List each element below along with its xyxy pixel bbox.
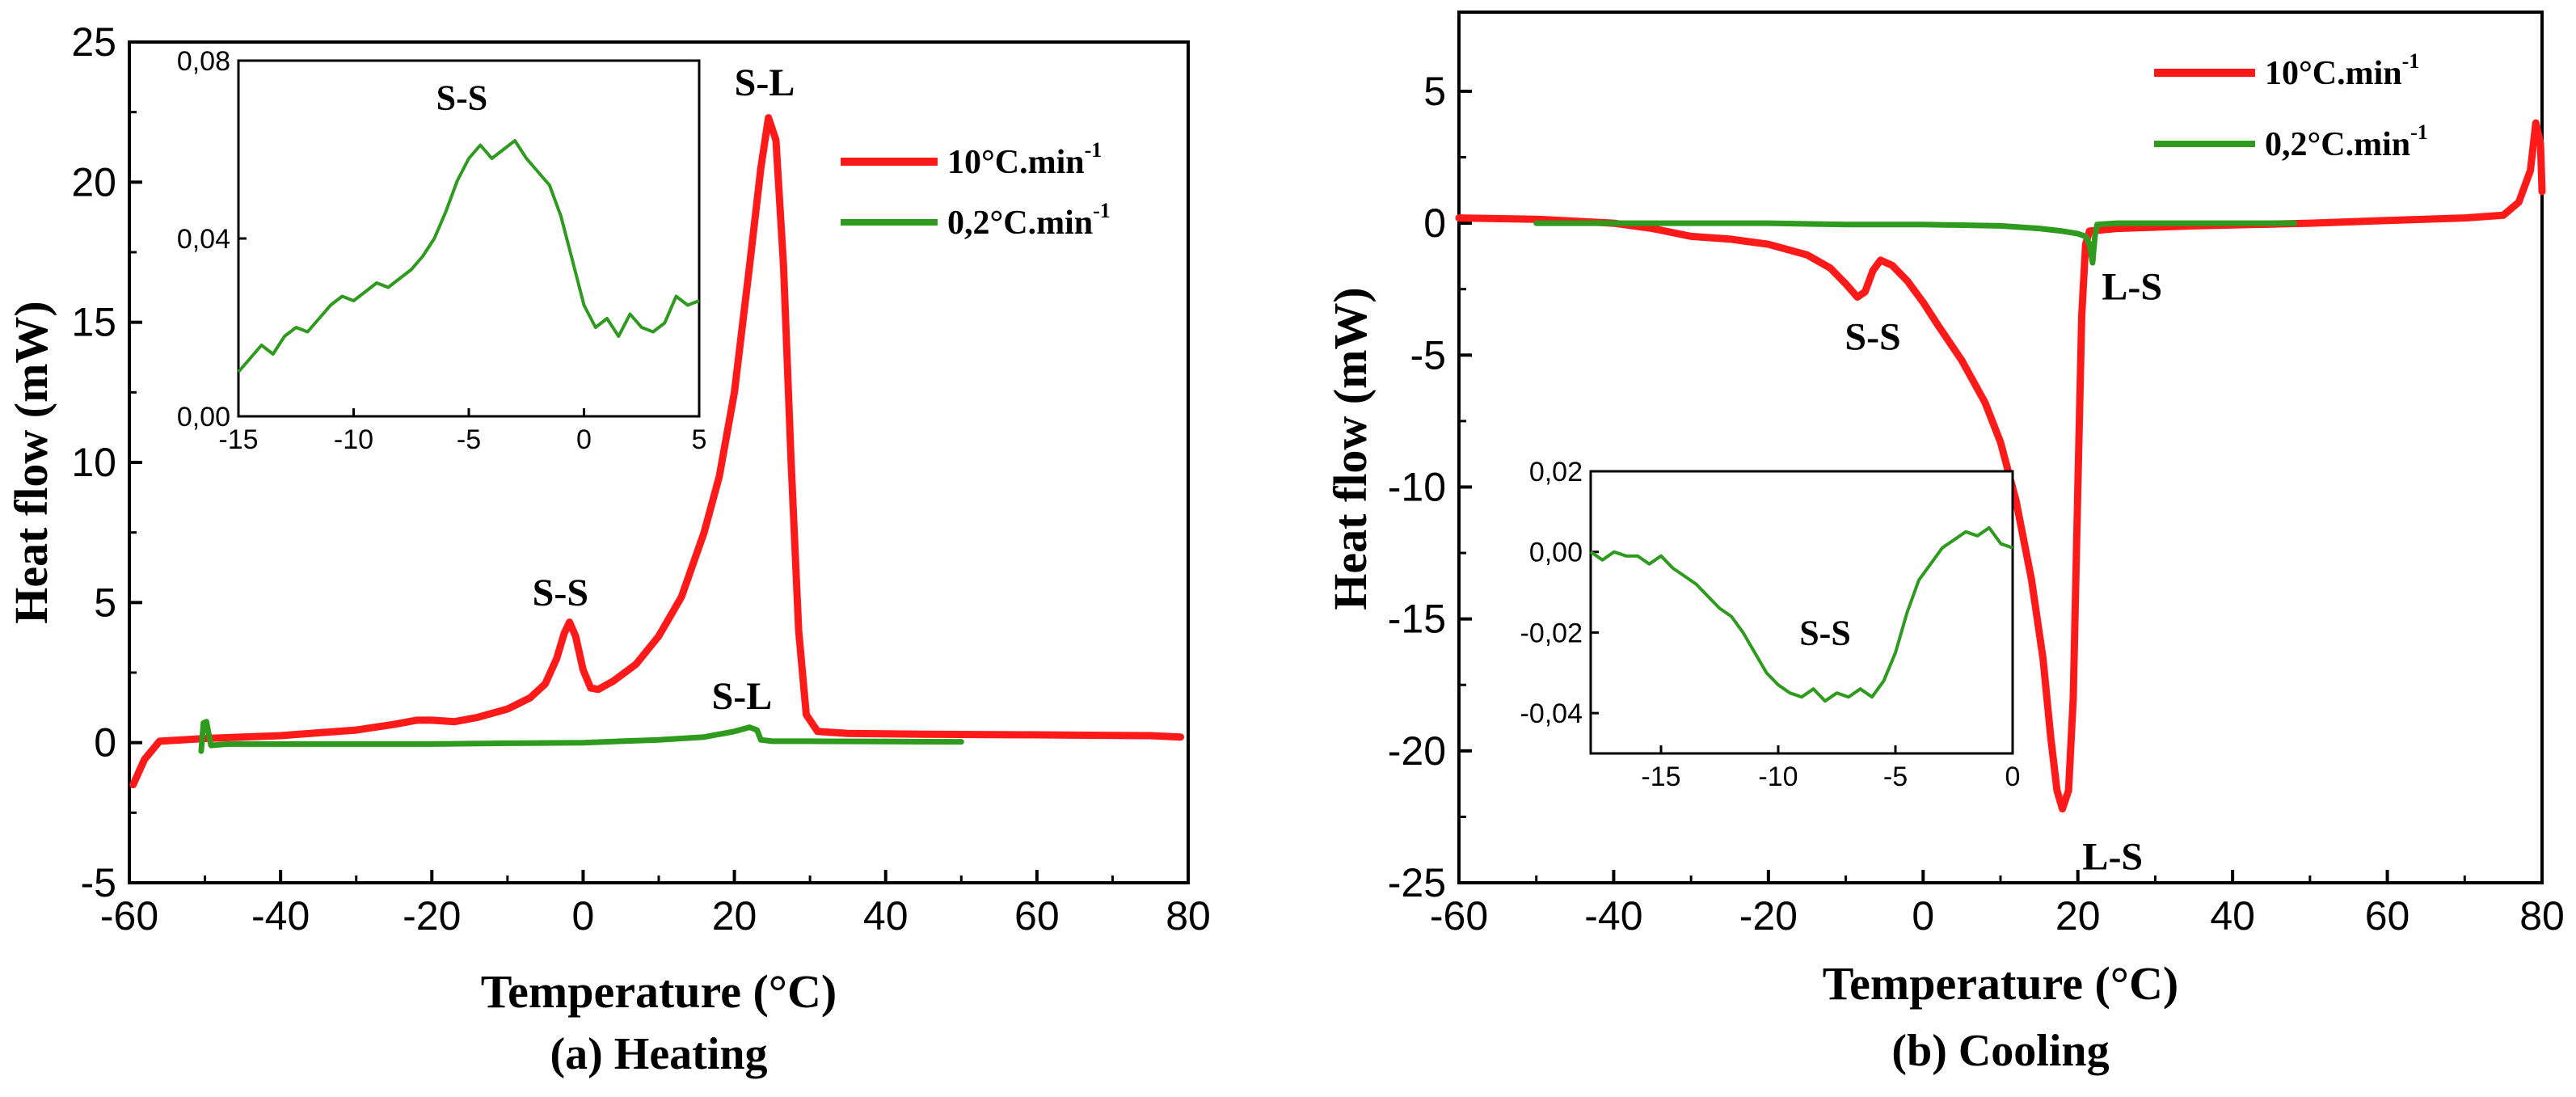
transition-annotation: L-S [2082, 836, 2143, 879]
fast-rate-series-line [129, 114, 1185, 789]
inset-frame [1589, 470, 2014, 755]
fast-rate-series-line [1455, 119, 2546, 813]
transition-annotation: S-L [735, 61, 795, 104]
inset-x-tick-label: -10 [334, 424, 373, 455]
inset-x-tick-label: -5 [457, 424, 481, 455]
inset-y-tick-label: 0,00 [177, 402, 230, 432]
y-tick-label: 10 [71, 440, 116, 485]
inset-x-tick-label: 5 [692, 424, 707, 455]
legend-label: 10°C.min-1 [947, 138, 1102, 181]
heating-inset: -15 -10 -5 0 5 0,00 0,04 0,08 S-S [177, 46, 707, 455]
y-tick-label: -20 [1388, 728, 1446, 774]
x-tick-label: 20 [2055, 893, 2101, 939]
cooling-legend: 10°C.min-1 0,2°C.min-1 [2154, 49, 2428, 163]
cooling-inset: -15 -10 -5 0 -0,04 -0,02 0,00 0,02 S-S [1520, 457, 2021, 792]
inset-x-tick-label: 0 [2005, 762, 2021, 792]
legend-label: 10°C.min-1 [2265, 49, 2419, 92]
y-tick-label: 15 [71, 300, 116, 345]
transition-annotation: S-S [1845, 316, 1900, 359]
x-tick-label: -60 [100, 893, 158, 939]
y-tick-label: -15 [1388, 597, 1446, 642]
inset-frame [237, 59, 701, 418]
y-tick-label: -10 [1388, 464, 1446, 509]
x-tick-label: 60 [2365, 893, 2410, 939]
inset-y-tick-label: -0,04 [1520, 698, 1583, 729]
cooling-x-axis-title: Temperature (°C) [1823, 957, 2178, 1010]
heating-caption: (a) Heating [550, 1029, 767, 1079]
x-tick-label: 60 [1014, 893, 1060, 939]
cooling-caption: (b) Cooling [1891, 1026, 2109, 1076]
transition-annotation: S-S [533, 572, 588, 614]
inset-series-line [1589, 525, 2013, 703]
inset-y-tick-label: 0,08 [177, 46, 230, 77]
legend-label: 0,2°C.min-1 [947, 199, 1111, 242]
y-tick-label: -5 [81, 860, 116, 905]
inset-y-tick-label: 0,00 [1529, 538, 1583, 568]
transition-annotation: S-L [712, 675, 773, 718]
inset-y-tick-label: 0,04 [177, 224, 230, 255]
inset-x-tick-label: -5 [1883, 762, 1908, 792]
y-tick-label: 5 [94, 580, 116, 625]
inset-x-tick-label: 0 [576, 424, 592, 455]
heating-legend: 10°C.min-1 0,2°C.min-1 [841, 138, 1111, 242]
x-tick-label: 40 [863, 893, 909, 939]
x-tick-label: -20 [403, 893, 461, 939]
x-tick-label: 80 [2519, 893, 2565, 939]
x-tick-label: -20 [1739, 893, 1798, 939]
x-tick-label: 80 [1166, 893, 1211, 939]
y-tick-label: 20 [71, 159, 116, 205]
inset-annotation: S-S [436, 78, 488, 118]
legend-label: 0,2°C.min-1 [2265, 120, 2428, 163]
inset-y-tick-label: 0,02 [1529, 457, 1583, 487]
x-tick-label: -60 [1430, 893, 1488, 939]
inset-x-tick-label: -15 [1641, 762, 1680, 792]
inset-annotation: S-S [1799, 613, 1851, 652]
slow-rate-series-line [198, 719, 964, 754]
cooling-chart: -60 -40 -20 0 20 40 60 80 -25 -20 -15 -10 -5 0 5 S-S L-… [1324, 11, 2565, 1076]
slow-rate-series-line [1533, 220, 2298, 266]
y-tick-label: -25 [1388, 860, 1446, 905]
inset-y-tick-label: -0,02 [1520, 618, 1583, 648]
heating-y-axis-title: Heat flow (mW) [5, 301, 57, 623]
x-tick-label: 0 [1912, 893, 1934, 939]
x-tick-label: -40 [1584, 893, 1642, 939]
heating-x-axis-title: Temperature (°C) [481, 965, 837, 1018]
cooling-y-axis-title: Heat flow (mW) [1324, 287, 1377, 610]
y-tick-label: 0 [1423, 200, 1446, 246]
heating-chart: -60 -40 -20 0 20 40 60 80 -5 0 5 10 15 20 25 S-S S-L S-L… [5, 19, 1211, 1079]
inset-series-line [237, 139, 700, 373]
y-tick-label: 25 [71, 19, 116, 65]
y-tick-label: 5 [1423, 69, 1446, 114]
inset-x-tick-label: -10 [1758, 762, 1798, 792]
x-tick-label: 0 [572, 893, 595, 939]
x-tick-label: 40 [2210, 893, 2255, 939]
x-tick-label: 20 [712, 893, 757, 939]
y-tick-label: -5 [1410, 332, 1446, 378]
transition-annotation: L-S [2102, 266, 2162, 309]
inset-x-tick-label: -15 [218, 424, 258, 455]
x-tick-label: -40 [251, 893, 310, 939]
y-tick-label: 0 [94, 720, 116, 766]
